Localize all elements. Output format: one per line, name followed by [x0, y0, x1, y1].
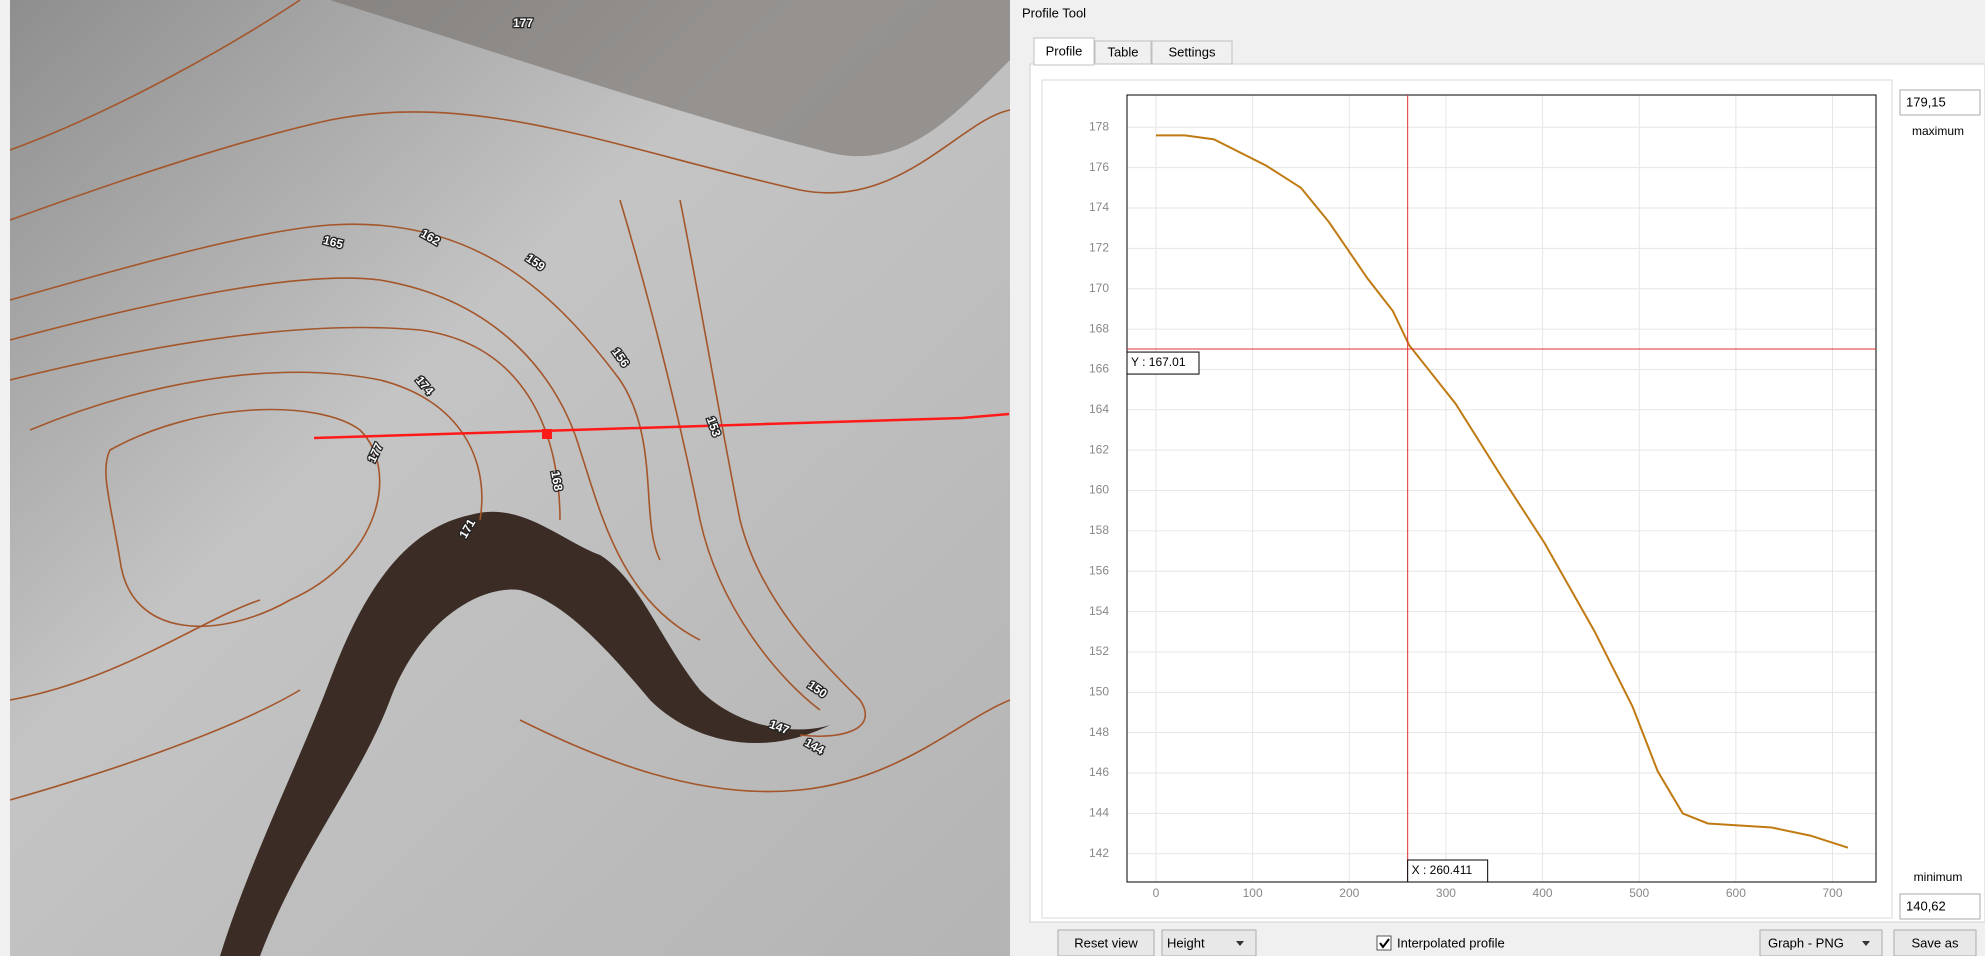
y-tick-label: 172 [1089, 241, 1109, 255]
x-tick-label: 700 [1822, 886, 1842, 900]
y-tick-label: 168 [1089, 321, 1109, 335]
max-label: maximum [1912, 124, 1964, 138]
x-tick-label: 0 [1153, 886, 1160, 900]
y-tick-label: 176 [1089, 160, 1109, 174]
save-button-label[interactable]: Save as [1912, 935, 1959, 950]
panel-title: Profile Tool [1022, 5, 1086, 20]
map[interactable] [10, 0, 1010, 956]
x-tick-label: 600 [1726, 886, 1746, 900]
tab-label[interactable]: Table [1107, 44, 1138, 59]
x-tick-label: 400 [1533, 886, 1553, 900]
y-tick-label: 150 [1089, 684, 1109, 698]
x-tick-label: 300 [1436, 886, 1456, 900]
y-tick-label: 166 [1089, 362, 1109, 376]
checkbox-label[interactable]: Interpolated profile [1397, 935, 1505, 950]
y-tick-label: 170 [1089, 281, 1109, 295]
y-tick-label: 152 [1089, 644, 1109, 658]
screen: Profile Tool Profile Table Settings 179,… [0, 0, 1985, 956]
reset-button-label[interactable]: Reset view [1074, 935, 1138, 950]
min-label: minimum [1914, 870, 1963, 884]
y-tick-label: 160 [1089, 483, 1109, 497]
max-value[interactable]: 179,15 [1906, 94, 1946, 109]
tab-label[interactable]: Settings [1169, 44, 1216, 59]
x-tick-label: 100 [1243, 886, 1263, 900]
mode-combo-label[interactable]: Height [1167, 935, 1205, 950]
x-tick-label: 200 [1339, 886, 1359, 900]
y-tick-label: 144 [1089, 806, 1109, 820]
y-tick-label: 178 [1089, 119, 1109, 133]
contour-label: 177 [513, 16, 533, 30]
tab-label[interactable]: Profile [1046, 43, 1083, 58]
export-combo-label[interactable]: Graph - PNG [1768, 935, 1844, 950]
y-tick-label: 142 [1089, 846, 1109, 860]
y-tick-label: 174 [1089, 200, 1109, 214]
y-tick-label: 156 [1089, 563, 1109, 577]
y-tick-label: 154 [1089, 604, 1109, 618]
y-tick-label: 162 [1089, 442, 1109, 456]
min-value[interactable]: 140,62 [1906, 898, 1946, 913]
y-tick-label: 164 [1089, 402, 1109, 416]
profile-marker [542, 429, 552, 439]
checkbox[interactable] [1377, 936, 1391, 950]
crosshair-x-label: X : 260.411 [1412, 863, 1473, 877]
plot-widget [1042, 80, 1892, 918]
crosshair-y-label: Y : 167.01 [1131, 355, 1186, 369]
y-tick-label: 148 [1089, 725, 1109, 739]
x-tick-label: 500 [1629, 886, 1649, 900]
y-tick-label: 146 [1089, 765, 1109, 779]
page: {"ui": {"title": "Profile Tool", "tabs":… [0, 0, 1985, 956]
y-tick-label: 158 [1089, 523, 1109, 537]
